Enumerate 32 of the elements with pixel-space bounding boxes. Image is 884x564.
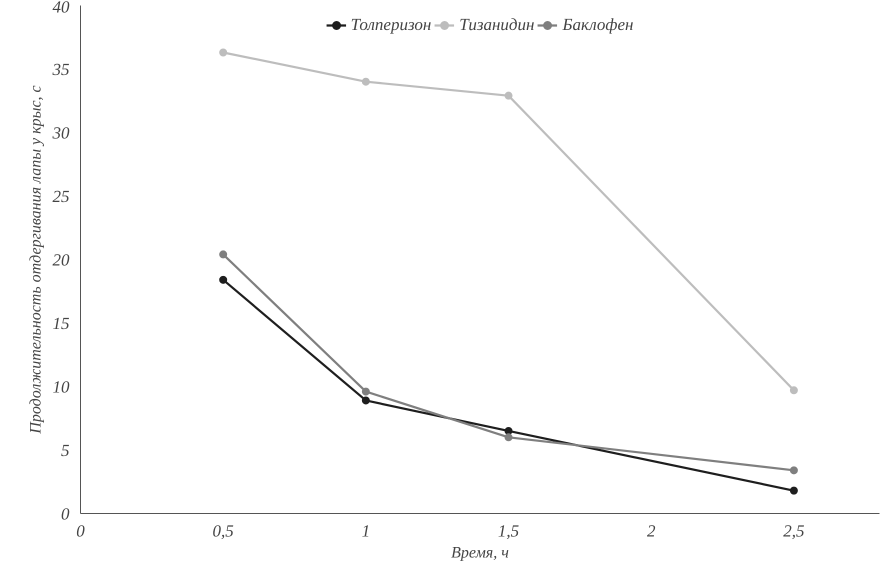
point bbox=[219, 48, 228, 56]
point bbox=[790, 486, 798, 495]
point bbox=[219, 250, 228, 258]
y-tick-label: 40 bbox=[52, 0, 70, 16]
x-tick-label: 1 bbox=[362, 522, 370, 540]
y-axis-title: Продолжительность отдергивания лапы у крыс, с bbox=[28, 85, 44, 435]
x-axis-title: Время, ч bbox=[451, 544, 510, 562]
point bbox=[219, 276, 228, 284]
point bbox=[790, 386, 798, 394]
point bbox=[504, 433, 513, 442]
x-tick-label: 0,5 bbox=[212, 522, 234, 540]
y-tick-label: 25 bbox=[52, 187, 70, 206]
y-tick-label: 5 bbox=[61, 441, 70, 460]
point bbox=[362, 396, 370, 404]
y-tick-label: 10 bbox=[52, 378, 70, 396]
x-tick-label: 2 bbox=[646, 522, 656, 540]
y-tick-label: 30 bbox=[52, 124, 70, 142]
legend-label: Баклофен bbox=[562, 15, 634, 35]
point bbox=[504, 92, 513, 100]
legend-label: Толперизон bbox=[350, 15, 432, 35]
point bbox=[362, 78, 370, 86]
point bbox=[790, 466, 798, 474]
point bbox=[362, 388, 370, 396]
y-tick-label: 20 bbox=[52, 250, 70, 270]
x-tick-label: 2,5 bbox=[783, 522, 805, 540]
y-tick-label: 0 bbox=[61, 504, 70, 524]
y-tick-label: 15 bbox=[52, 314, 70, 333]
point bbox=[504, 426, 513, 435]
x-tick-label: 1,5 bbox=[498, 522, 520, 540]
x-tick-label: 0 bbox=[76, 522, 86, 540]
y-tick-label: 35 bbox=[52, 60, 70, 79]
legend-label: Тизанидин bbox=[459, 15, 534, 35]
